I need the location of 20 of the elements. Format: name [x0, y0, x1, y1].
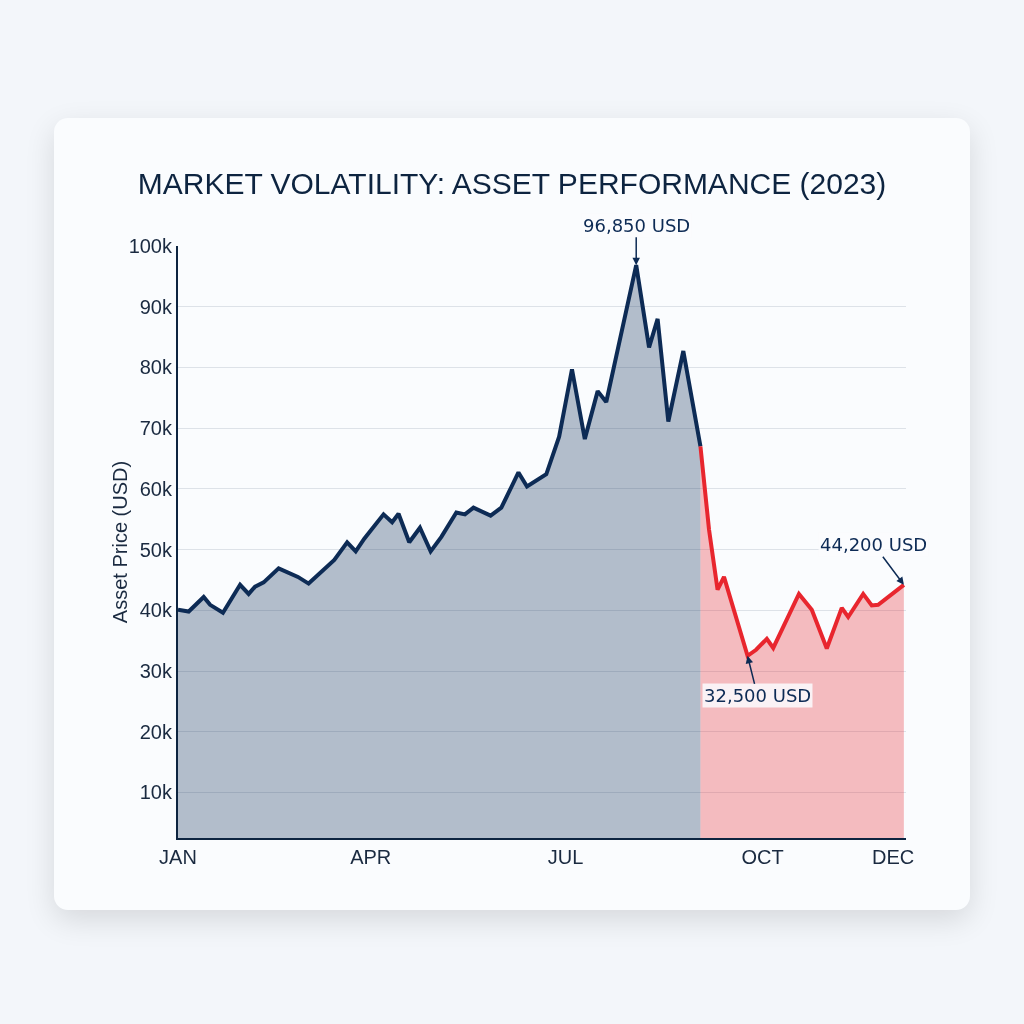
chart-title: MARKET VOLATILITY: ASSET PERFORMANCE (2023) — [137, 167, 887, 201]
y-tick-label: 90k — [139, 295, 173, 318]
y-axis-title: Asset Price (USD) — [109, 460, 131, 624]
y-tick-label: 60k — [139, 477, 173, 500]
y-tick-label: 40k — [139, 599, 173, 622]
y-tick-label: 70k — [139, 417, 173, 440]
y-tick-label: 20k — [139, 720, 173, 743]
y-tick-label: 10k — [139, 781, 173, 804]
y-tick-label: 50k — [139, 538, 173, 561]
annotation: 96,850 USD — [583, 215, 691, 236]
x-tick-label: OCT — [741, 846, 784, 868]
x-tick-label: DEC — [872, 846, 915, 868]
annotation: 44,200 USD — [820, 534, 928, 555]
x-tick-label: JUL — [547, 846, 584, 868]
x-tick-label: APR — [350, 846, 392, 868]
annotation: 32,500 USD — [704, 685, 812, 706]
x-tick-label: JAN — [159, 846, 197, 868]
y-tick-label: 100k — [128, 235, 173, 257]
y-tick-label: 30k — [139, 660, 173, 683]
y-tick-label: 80k — [139, 356, 173, 379]
